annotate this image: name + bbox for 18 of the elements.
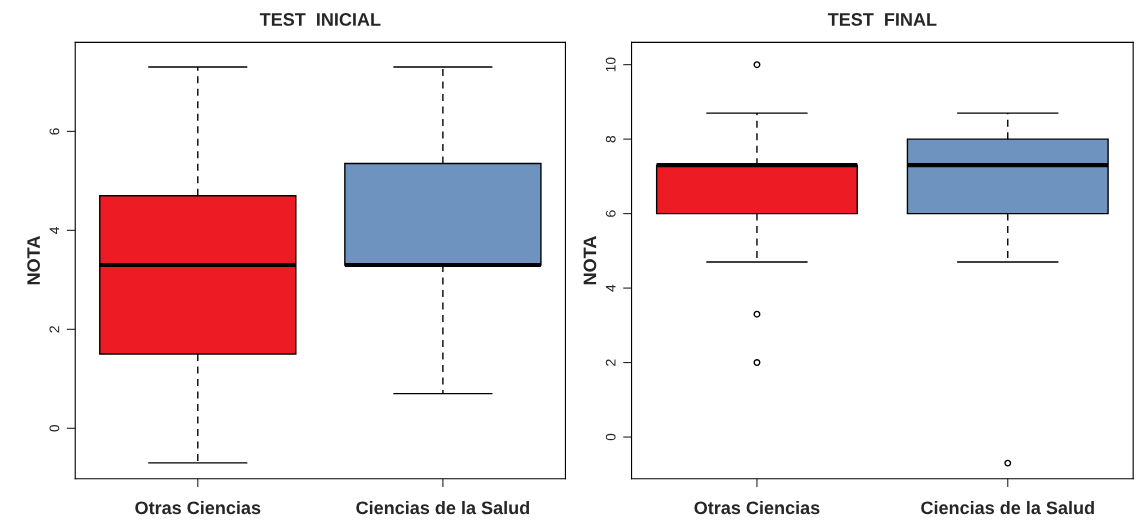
y-tick-label: 10 — [605, 57, 616, 72]
x-tick-label: Ciencias de la Salud — [921, 500, 1094, 515]
y-tick-label: 8 — [605, 135, 616, 143]
y-tick-label: 4 — [49, 226, 60, 234]
y-tick-label: 0 — [49, 424, 60, 432]
x-tick-label: Otras Ciencias — [135, 500, 261, 515]
x-tick-label: Otras Ciencias — [694, 500, 820, 515]
y-tick-label: 0 — [605, 433, 616, 441]
y-tick-label: 6 — [49, 128, 60, 135]
chart-title: TEST INICIAL — [259, 13, 381, 26]
y-tick-label: 2 — [49, 326, 60, 333]
x-tick-label: Ciencias de la Salud — [356, 500, 530, 515]
chart-title: TEST FINAL — [827, 13, 937, 26]
y-tick-label: 6 — [605, 210, 616, 217]
y-tick-label: 4 — [605, 284, 616, 292]
y-tick-label: 2 — [605, 359, 616, 366]
y-axis-title: NOTA — [27, 236, 40, 285]
y-axis-title: NOTA — [583, 236, 597, 285]
